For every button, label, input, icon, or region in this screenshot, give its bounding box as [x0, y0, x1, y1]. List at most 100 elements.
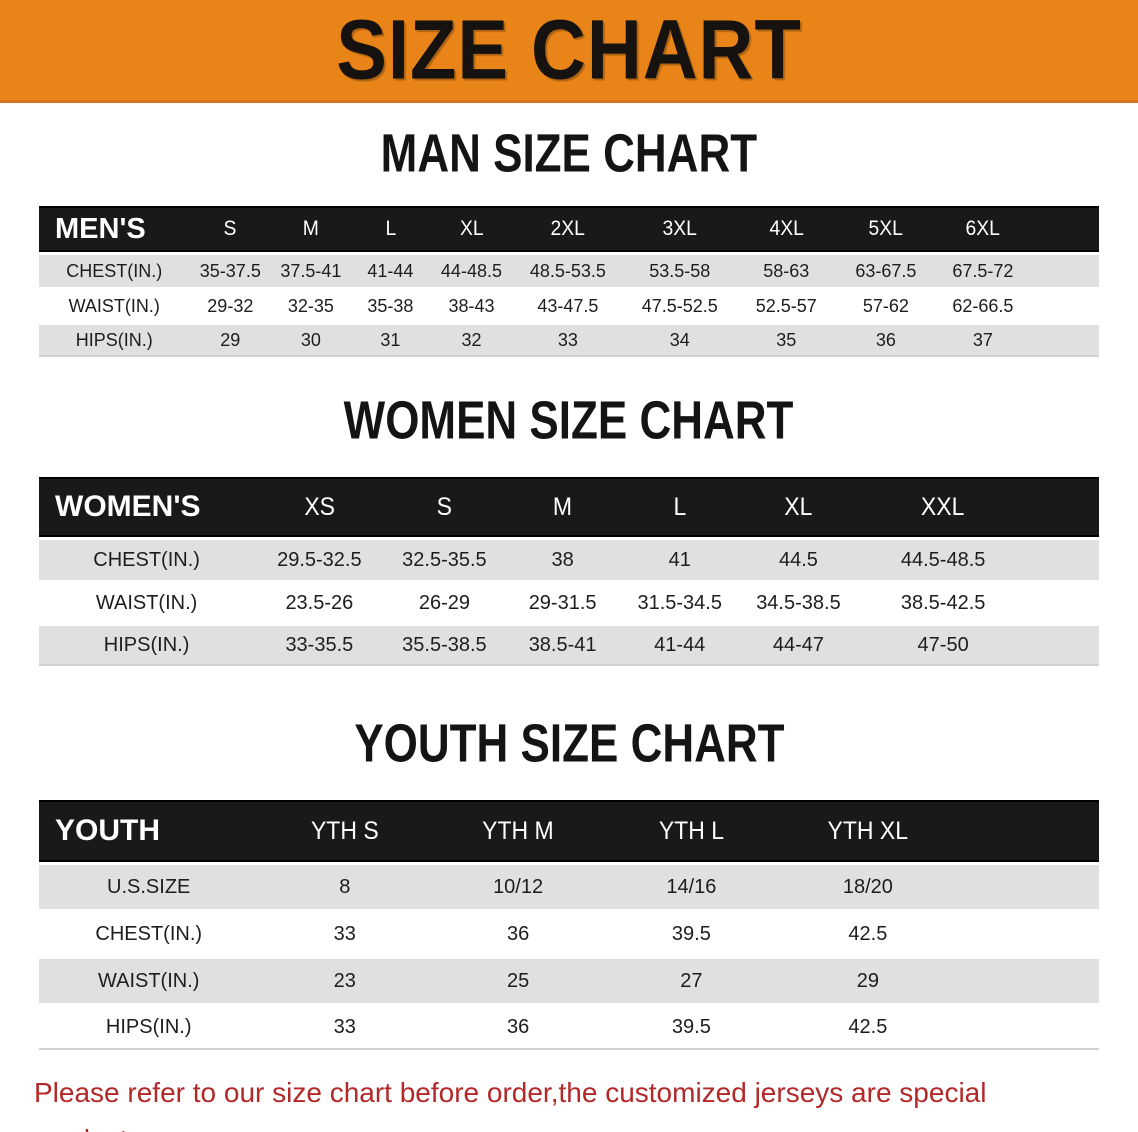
men-chart-heading: MAN SIZE CHART: [0, 122, 1138, 189]
size-value-cell: 34.5-38.5: [738, 583, 859, 623]
measurement-row: HIPS(IN.) 33 36 39.5 42.5: [39, 1006, 1099, 1050]
size-value-cell: 37: [935, 325, 1031, 357]
size-column-header: YTH XL: [777, 800, 958, 862]
row-label: CHEST(IN.): [39, 540, 255, 580]
spacer-cell: [957, 1006, 1099, 1050]
size-column-header: S: [189, 206, 272, 252]
size-value-cell: 48.5-53.5: [512, 255, 624, 287]
size-value-cell: 18/20: [777, 865, 958, 909]
size-value-cell: 35-37.5: [189, 255, 272, 287]
women-chart-heading: WOMEN SIZE CHART: [0, 392, 1138, 456]
measurement-row: WAIST(IN.) 23 25 27 29: [39, 959, 1099, 1003]
row-label: HIPS(IN.): [39, 626, 255, 666]
spacer-cell: [957, 959, 1099, 1003]
banner-title: SIZE CHART: [336, 2, 802, 97]
size-column-header: 3XL: [623, 206, 737, 252]
size-value-cell: 32-35: [271, 290, 351, 322]
size-value-cell: 29-32: [189, 290, 272, 322]
size-value-cell: 35.5-38.5: [384, 626, 505, 666]
size-value-cell: 29-31.5: [504, 583, 621, 623]
youth-size-chart-section: YOUTH SIZE CHART YOUTH YTH S YTH M YTH L YTH …: [0, 715, 1138, 1053]
men-table-label: MEN'S: [39, 206, 190, 252]
size-value-cell: 33: [512, 325, 624, 357]
spacer-cell: [1027, 477, 1099, 537]
measurement-row: HIPS(IN.) 29 30 31 32 33 34 35 36 37: [39, 325, 1099, 357]
size-column-header: L: [620, 477, 739, 537]
size-value-cell: 30: [271, 325, 351, 357]
size-column-header: 4XL: [736, 206, 837, 252]
spacer-cell: [957, 865, 1099, 909]
size-value-cell: 32.5-35.5: [384, 540, 505, 580]
measurement-row: CHEST(IN.) 33 36 39.5 42.5: [39, 912, 1099, 956]
size-column-header: XXL: [858, 477, 1028, 537]
size-value-cell: 23: [258, 959, 432, 1003]
size-value-cell: 44.5: [738, 540, 859, 580]
size-column-header: S: [384, 477, 505, 537]
size-value-cell: 58-63: [736, 255, 837, 287]
spacer-cell: [1030, 255, 1099, 287]
size-value-cell: 31.5-34.5: [620, 583, 739, 623]
women-size-table: WOMEN'S XS S M L XL XXL CHEST(IN.) 29.5-32.5 32.5…: [39, 474, 1099, 669]
size-value-cell: 67.5-72: [935, 255, 1031, 287]
measurement-row: WAIST(IN.) 29-32 32-35 35-38 38-43 43-47.5 47.…: [39, 290, 1099, 322]
spacer-cell: [1027, 626, 1099, 666]
spacer-cell: [1027, 540, 1099, 580]
size-value-cell: 8: [258, 865, 432, 909]
size-value-cell: 33: [258, 1006, 432, 1050]
size-value-cell: 41-44: [350, 255, 431, 287]
size-value-cell: 44.5-48.5: [858, 540, 1028, 580]
size-column-header: 5XL: [836, 206, 936, 252]
size-value-cell: 53.5-58: [623, 255, 737, 287]
size-value-cell: 23.5-26: [254, 583, 385, 623]
size-column-header: 6XL: [935, 206, 1031, 252]
size-value-cell: 33-35.5: [254, 626, 385, 666]
size-column-header: XL: [430, 206, 513, 252]
size-value-cell: 29.5-32.5: [254, 540, 385, 580]
size-column-header: M: [271, 206, 351, 252]
size-value-cell: 35: [736, 325, 837, 357]
size-value-cell: 38.5-42.5: [858, 583, 1028, 623]
size-value-cell: 42.5: [777, 1006, 958, 1050]
size-value-cell: 57-62: [836, 290, 936, 322]
size-column-header: M: [504, 477, 621, 537]
size-value-cell: 38: [504, 540, 621, 580]
measurement-row: CHEST(IN.) 35-37.5 37.5-41 41-44 44-48.5 48.5…: [39, 255, 1099, 287]
women-size-chart-section: WOMEN SIZE CHART WOMEN'S XS S M L XL XXL CHEST(I…: [0, 392, 1138, 669]
size-value-cell: 10/12: [431, 865, 606, 909]
youth-chart-heading: YOUTH SIZE CHART: [0, 715, 1138, 779]
size-value-cell: 62-66.5: [935, 290, 1031, 322]
size-value-cell: 44-48.5: [430, 255, 513, 287]
size-column-header: YTH L: [605, 800, 778, 862]
size-column-header: L: [350, 206, 431, 252]
size-value-cell: 38-43: [430, 290, 513, 322]
order-notice: Please refer to our size chart before or…: [0, 1069, 1138, 1132]
row-label: WAIST(IN.): [39, 959, 259, 1003]
men-chart-heading-text: MAN SIZE CHART: [380, 122, 758, 184]
size-value-cell: 35-38: [350, 290, 431, 322]
size-value-cell: 39.5: [605, 1006, 778, 1050]
size-chart-sections: MAN SIZE CHART MEN'S S M L XL 2XL 3XL 4XL 5XL 6XL C…: [0, 122, 1138, 1053]
men-size-chart-section: MAN SIZE CHART MEN'S S M L XL 2XL 3XL 4XL 5XL 6XL C…: [0, 122, 1138, 360]
size-value-cell: 47.5-52.5: [623, 290, 737, 322]
size-value-cell: 29: [777, 959, 958, 1003]
size-value-cell: 32: [430, 325, 513, 357]
size-column-header: 2XL: [512, 206, 624, 252]
women-table-label: WOMEN'S: [39, 477, 255, 537]
spacer-cell: [1030, 290, 1099, 322]
size-chart-banner: SIZE CHART: [0, 0, 1138, 103]
size-column-header: XL: [738, 477, 859, 537]
size-column-header: YTH M: [431, 800, 606, 862]
size-value-cell: 31: [350, 325, 431, 357]
measurement-row: HIPS(IN.) 33-35.5 35.5-38.5 38.5-41 41-44 44-…: [39, 626, 1099, 666]
size-value-cell: 36: [431, 912, 606, 956]
size-value-cell: 37.5-41: [271, 255, 351, 287]
men-size-table: MEN'S S M L XL 2XL 3XL 4XL 5XL 6XL CHEST(IN.) 35-37…: [39, 203, 1099, 360]
row-label: HIPS(IN.): [39, 325, 190, 357]
measurement-row: CHEST(IN.) 29.5-32.5 32.5-35.5 38 41 44.5 44.5…: [39, 540, 1099, 580]
spacer-cell: [1030, 325, 1099, 357]
size-value-cell: 43-47.5: [512, 290, 624, 322]
spacer-cell: [957, 800, 1099, 862]
size-column-header: XS: [254, 477, 385, 537]
row-label: CHEST(IN.): [39, 912, 259, 956]
size-value-cell: 52.5-57: [736, 290, 837, 322]
